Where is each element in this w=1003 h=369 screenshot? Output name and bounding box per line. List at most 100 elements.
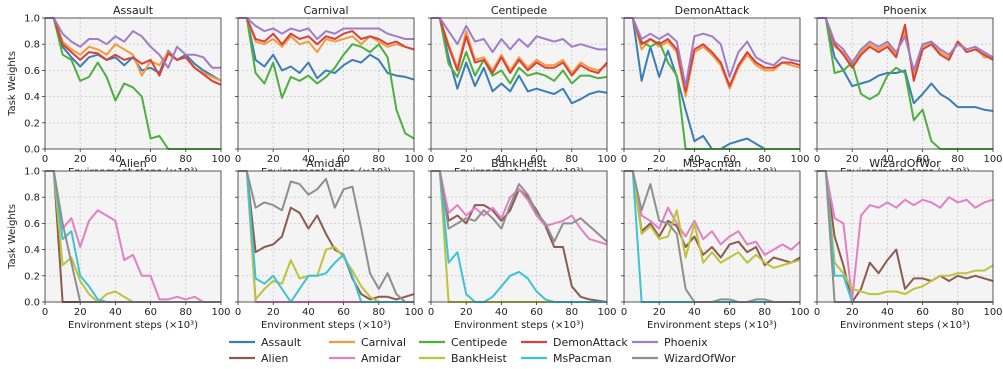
legend-label-wizardofwor: WizardOfWor (664, 352, 736, 365)
plot-area (624, 171, 800, 302)
y-tick-label: 0.4 (24, 92, 40, 103)
x-tick-label: 80 (758, 154, 771, 165)
plot-frame (430, 17, 608, 150)
legend-label-bankheist: BankHeist (451, 352, 507, 365)
plot-frame (237, 17, 415, 150)
y-tick-label: 0.6 (24, 66, 40, 77)
series-line-demonattack (624, 17, 801, 93)
x-tick-label: 100 (983, 154, 1002, 165)
x-tick-label: 20 (460, 307, 473, 318)
panel-centipede: Centipede020406080100Environment steps (… (428, 4, 617, 178)
x-tick-label: 60 (723, 154, 736, 165)
legend-label-centipede: Centipede (451, 336, 508, 349)
x-tick-label: 40 (495, 307, 508, 318)
plot-area (817, 171, 993, 302)
panel-title: Centipede (491, 4, 548, 17)
x-tick-label: 40 (495, 154, 508, 165)
x-tick-label: 20 (267, 307, 280, 318)
y-tick-label: 0.8 (24, 193, 40, 204)
y-axis-label: Task Weights (7, 51, 18, 117)
panel-title: WizardOfWor (869, 157, 941, 170)
x-tick-label: 0 (621, 154, 627, 165)
series-line-amidar (45, 170, 221, 303)
legend-label-amidar: Amidar (361, 352, 401, 365)
series-line-amidar (624, 170, 801, 256)
x-tick-label: 60 (916, 154, 929, 165)
plot-area (238, 171, 414, 302)
panel-mspacman: MsPacman 0 20 40 60 80 100 Environment steps (×… (621, 157, 810, 331)
y-axis-label: Task Weights (7, 204, 18, 270)
x-tick-label: 20 (846, 307, 859, 318)
y-tick-label: 0.0 (24, 145, 40, 156)
x-tick-label: 100 (404, 154, 423, 165)
x-axis-label: Environment steps (×10³) (840, 320, 970, 331)
x-tick-label: 100 (597, 307, 616, 318)
x-tick-label: 20 (74, 307, 87, 318)
x-tick-label: 60 (723, 307, 736, 318)
series-line-phoenix (624, 17, 801, 88)
legend-label-carnival: Carnival (361, 336, 406, 349)
x-axis-label: Environment steps (×10³) (647, 320, 777, 331)
x-tick-label: 60 (144, 154, 157, 165)
y-tick-label: 0.4 (24, 245, 40, 256)
series-line-wizardofwor (238, 170, 414, 303)
series-line-phoenix (238, 17, 414, 40)
panel-title: Alien (119, 157, 146, 170)
panel-title: Assault (113, 4, 154, 17)
series-line-bankheist (817, 170, 994, 296)
x-tick-label: 100 (404, 307, 423, 318)
x-tick-label: 80 (179, 154, 192, 165)
x-tick-label: 80 (565, 307, 578, 318)
panel-title: Phoenix (883, 4, 927, 17)
panel-alien: Alien 0 20 40 60 80 100 0.0 0.2 0.4 0.6 0.8 1.0 Envir… (7, 157, 231, 331)
y-tick-label: 0.0 (24, 298, 40, 309)
x-tick-label: 0 (428, 154, 434, 165)
x-tick-label: 60 (337, 154, 350, 165)
series-line-centipede (238, 17, 415, 140)
panel-carnival: Carnival020406080100Environment steps (×… (235, 4, 424, 178)
series-line-demonattack (431, 17, 608, 77)
x-tick-label: 40 (881, 154, 894, 165)
x-tick-label: 100 (211, 307, 230, 318)
y-tick-label: 0.6 (24, 219, 40, 230)
x-tick-label: 100 (983, 307, 1002, 318)
y-tick-label: 0.2 (24, 271, 40, 282)
x-tick-label: 60 (916, 307, 929, 318)
x-tick-label: 80 (951, 307, 964, 318)
x-tick-label: 40 (688, 154, 701, 165)
series-line-assault (817, 17, 994, 112)
panel-title: Amidar (306, 157, 346, 170)
series-line-bankheist (624, 170, 801, 269)
series-line-demonattack (238, 17, 415, 51)
plot-frame (623, 170, 801, 303)
plot-frame (237, 170, 415, 303)
x-axis-label: Environment steps (×10³) (454, 320, 584, 331)
panel-demonattack: DemonAttack020406080100Environment steps… (621, 4, 810, 178)
legend-label-demonattack: DemonAttack (553, 336, 628, 349)
panel-assault: Assault0204060801000.00.20.40.60.81.0Env… (7, 4, 231, 178)
x-axis-label: Environment steps (×10³) (261, 320, 391, 331)
legend-label-mspacman: MsPacman (553, 352, 612, 365)
x-tick-label: 0 (42, 307, 48, 318)
plot-area (624, 18, 800, 149)
x-tick-label: 40 (302, 307, 315, 318)
x-tick-label: 20 (267, 154, 280, 165)
series-line-amidar (431, 170, 608, 246)
x-tick-label: 60 (144, 307, 157, 318)
series-line-phoenix (431, 17, 607, 54)
series-line-carnival (238, 17, 415, 54)
x-tick-label: 80 (372, 154, 385, 165)
plot-frame (816, 170, 994, 303)
x-tick-label: 0 (814, 307, 820, 318)
series-line-wizardofwor (431, 170, 608, 243)
series-line-assault (238, 17, 415, 81)
series-line-centipede (431, 17, 608, 85)
series-line-phoenix (45, 17, 221, 69)
x-tick-label: 20 (846, 154, 859, 165)
series-line-assault (431, 17, 608, 105)
x-tick-label: 80 (179, 307, 192, 318)
x-tick-label: 20 (653, 307, 666, 318)
x-tick-label: 0 (814, 154, 820, 165)
panel-phoenix: Phoenix020406080100Environment steps (×1… (814, 4, 1003, 178)
